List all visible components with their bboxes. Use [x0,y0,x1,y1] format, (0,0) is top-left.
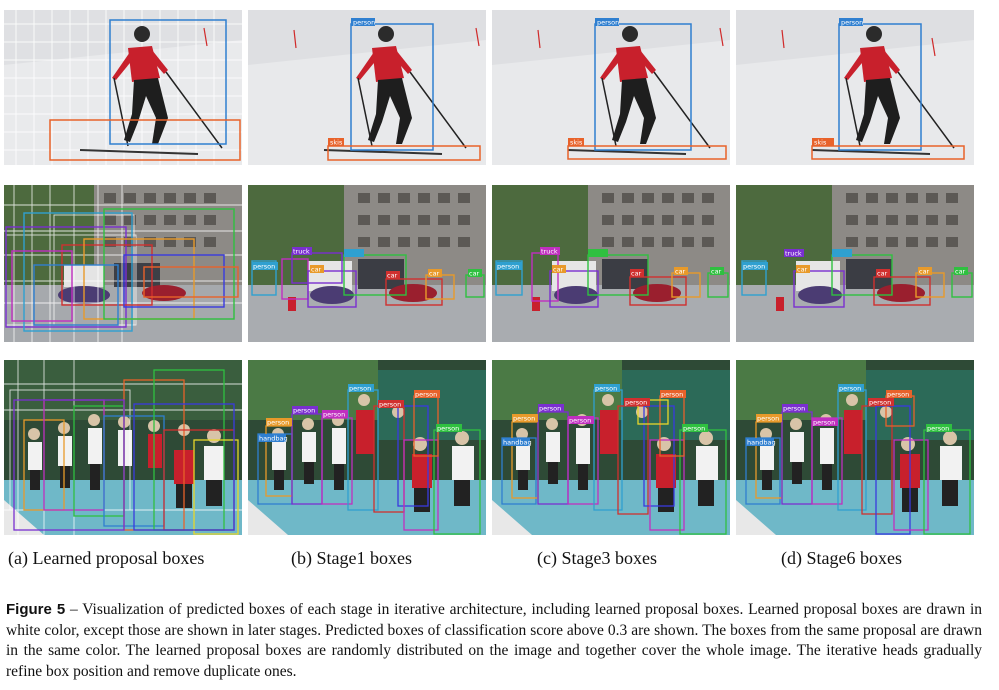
sublabel-b: (b) Stage1 boxes [291,548,412,568]
box-label: person [757,415,779,423]
box-label: person [513,415,535,423]
box-label: car [877,270,888,278]
box-label: person [253,263,275,271]
box-label: person [743,263,765,271]
box-label: person [595,385,617,393]
image-c-group: handbag person person person person pers… [492,360,730,535]
box-label: handbag [747,439,776,447]
sublabel-d: (d) Stage6 boxes [781,548,902,568]
box-label: person [625,399,647,407]
box-label: car [553,266,564,274]
box-label: person [839,385,861,393]
box-label: person [569,417,591,425]
figure-caption: Figure 5 – Visualization of predicted bo… [6,600,982,682]
sublabel-a: (a) Learned proposal boxes [8,548,205,568]
box-label: car [429,270,440,278]
image-b-group: handbag person person person person pers… [248,360,486,535]
box-label: skis [570,139,583,147]
box-label: person [323,411,345,419]
box-label: person [293,407,315,415]
caption-label: Figure 5 [6,601,66,618]
box-label: truck [293,248,310,256]
box-label: person [927,425,949,433]
box-label: handbag [259,435,288,443]
box-label: handbag [503,439,532,447]
box-label: person [415,391,437,399]
box-label: car [675,268,686,276]
box-label: person [267,419,289,427]
box-label: person [887,391,909,399]
box-label: car [711,268,722,276]
image-c-street: person truck car car car car [492,185,730,342]
box-label: car [387,272,398,280]
box-label: person [379,401,401,409]
image-b-skier: person skis [248,10,486,165]
box-label: person [437,425,459,433]
box-label: person [841,19,863,27]
box-label: car [311,266,322,274]
box-label: person [869,399,891,407]
image-c-skier: person skis [492,10,730,165]
box-label: car [797,266,808,274]
box-label: person [349,385,371,393]
box-label: skis [814,139,827,147]
box-label: truck [785,250,802,258]
image-d-group: handbag person person person person pers… [736,360,974,535]
box-label: person [783,405,805,413]
box-label: car [631,270,642,278]
box-label: person [539,405,561,413]
image-b-street: person truck car car car car [248,185,486,342]
caption-text: – Visualization of predicted boxes of ea… [6,601,982,680]
image-a-group [4,360,242,535]
box-label: person [661,391,683,399]
box-label: person [353,19,375,27]
box-label: car [955,268,966,276]
box-label: person [683,425,705,433]
box-label: car [469,270,480,278]
image-d-skier: person skis [736,10,974,165]
box-label: truck [541,248,558,256]
box-label: person [813,419,835,427]
image-a-skier [4,10,242,165]
box-label: person [597,19,619,27]
box-label: skis [330,139,343,147]
image-d-street: person truck car car car car [736,185,974,342]
image-a-street [4,185,242,342]
box-label: car [919,268,930,276]
box-label: person [497,263,519,271]
sublabel-c: (c) Stage3 boxes [537,548,657,568]
